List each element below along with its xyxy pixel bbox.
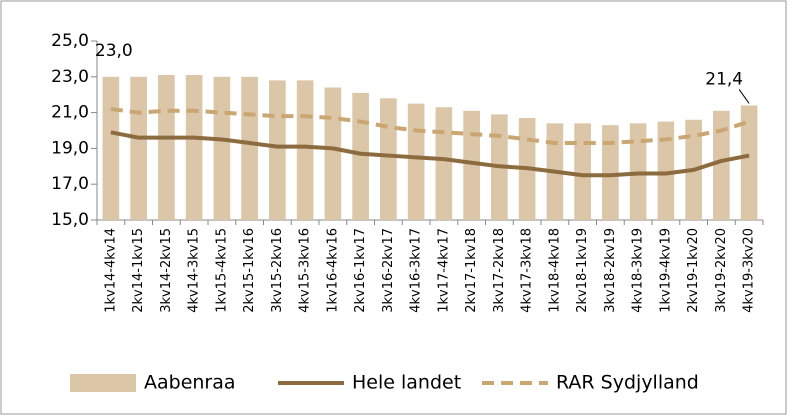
x-tick-label: 3kv19-2kv20 [714, 228, 729, 313]
bar [574, 123, 591, 220]
x-tick-label: 2kv18-1kv19 [575, 228, 590, 313]
bar [102, 76, 120, 220]
bar [352, 92, 369, 220]
x-tick-label: 4kv17-3kv18 [520, 228, 535, 313]
y-tick-label: 17,0 [51, 174, 89, 194]
bar [185, 75, 203, 220]
x-tick-label: 3kv14-2kv15 [159, 228, 174, 313]
bar [269, 80, 286, 220]
bar [463, 110, 480, 220]
legend-label: RAR Sydjylland [556, 372, 699, 394]
bar [380, 98, 397, 220]
legend-swatch [70, 374, 136, 392]
bar [435, 107, 453, 220]
y-tick-label: 23,0 [51, 67, 89, 87]
x-tick-label: 2kv14-1kv15 [131, 228, 146, 313]
bar [602, 125, 619, 220]
bar [740, 105, 758, 220]
x-tick-label: 3kv15-2kv16 [270, 228, 285, 313]
x-tick-label: 3kv16-2kv17 [381, 228, 396, 313]
x-tick-label: 1kv19-4kv19 [658, 228, 673, 313]
x-tick-label: 2kv16-1kv17 [353, 228, 368, 313]
x-tick-label: 2kv15-1kv16 [242, 228, 257, 313]
bar [130, 76, 147, 220]
x-tick-label: 2kv19-1kv20 [686, 228, 701, 313]
bar [324, 87, 342, 220]
legend-label: Aabenraa [144, 372, 236, 394]
bar [713, 110, 730, 220]
bar [158, 75, 175, 220]
x-tick-label: 4kv16-3kv17 [409, 228, 424, 313]
x-tick-label: 3kv17-2kv18 [492, 228, 507, 313]
y-tick-label: 25,0 [51, 31, 89, 51]
x-tick-label: 1kv18-4kv18 [547, 228, 562, 313]
x-tick-label: 1kv16-4kv16 [325, 228, 340, 313]
bar [657, 121, 675, 220]
y-tick-label: 19,0 [51, 138, 89, 158]
bar [213, 76, 231, 220]
y-tick-label: 21,0 [51, 103, 89, 123]
bar [296, 80, 314, 220]
line [110, 130, 750, 178]
bar [407, 103, 425, 220]
legend-label: Hele landet [352, 372, 461, 394]
x-tick-label: 3kv18-2kv19 [603, 228, 618, 313]
bar [241, 76, 258, 220]
x-tick-label: 4kv15-3kv16 [298, 228, 313, 313]
x-tick-label: 1kv15-4kv15 [214, 228, 229, 313]
data-label: 21,4 [705, 69, 743, 89]
line [110, 107, 750, 146]
x-tick-label: 1kv17-4kv17 [436, 228, 451, 313]
label-leader [738, 89, 750, 104]
x-tick-label: 2kv17-1kv18 [464, 228, 479, 313]
y-tick-label: 15,0 [51, 210, 89, 230]
x-tick-label: 1kv14-4kv14 [103, 228, 118, 313]
data-label: 23,0 [95, 41, 133, 61]
x-tick-label: 4kv14-3kv15 [187, 228, 202, 313]
x-tick-label: 4kv18-3kv19 [631, 228, 646, 313]
x-tick-label: 4kv19-3kv20 [742, 228, 757, 313]
